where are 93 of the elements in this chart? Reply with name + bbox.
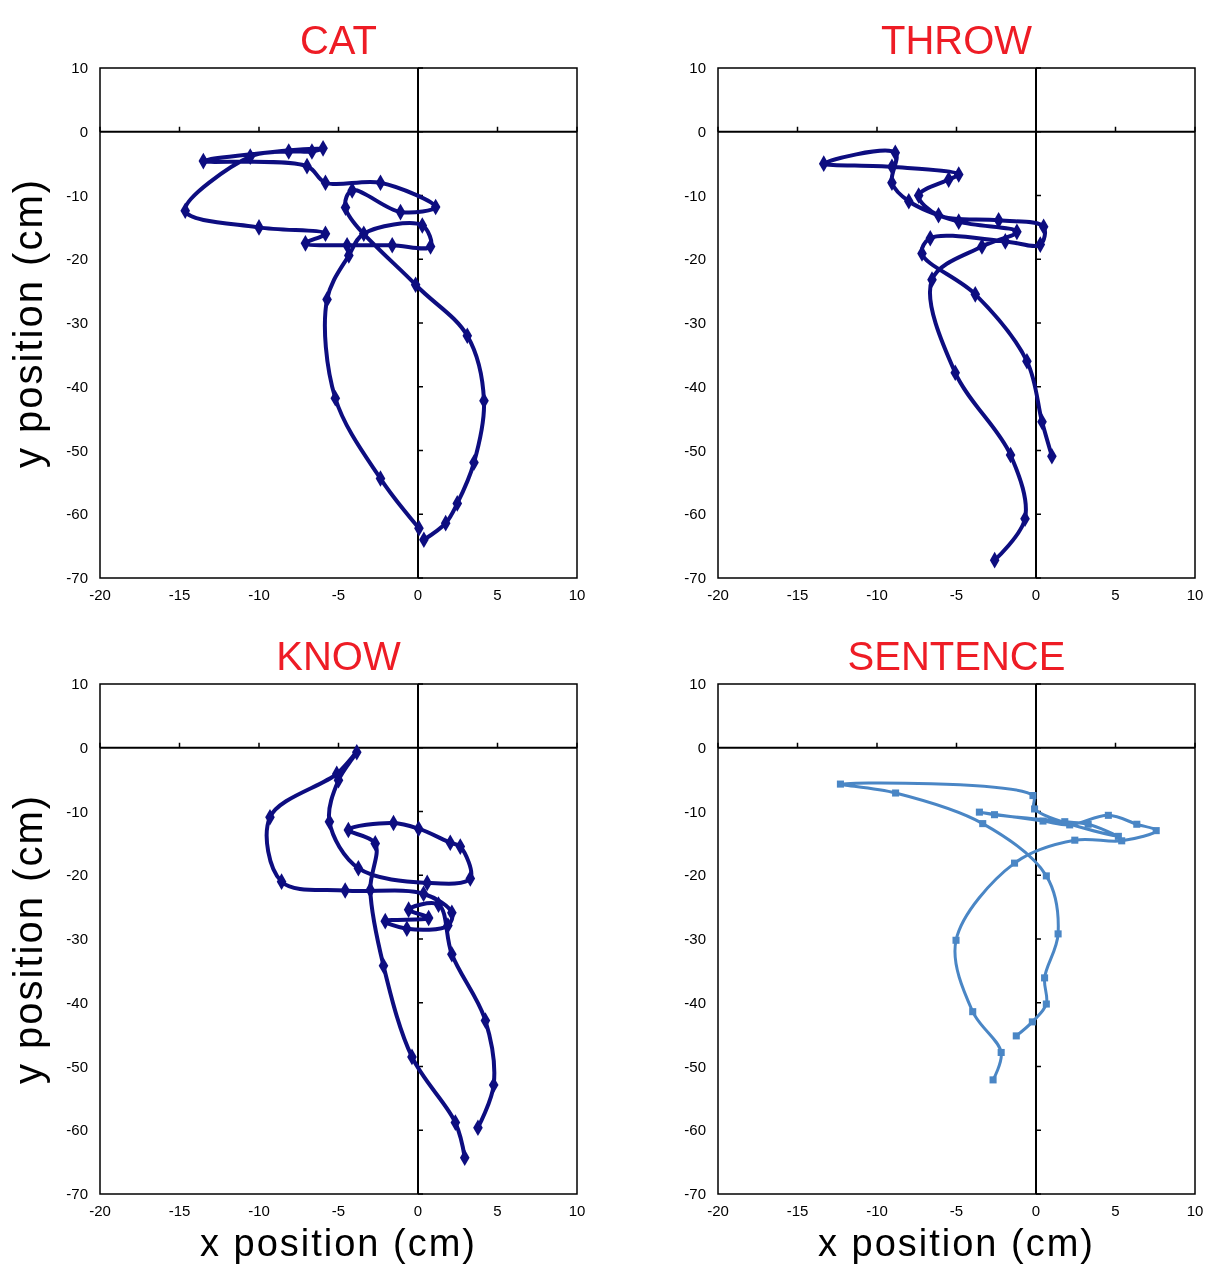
y-tick-label: -50 xyxy=(66,1057,88,1075)
point xyxy=(1039,817,1047,825)
x-tick-label: 10 xyxy=(568,1202,586,1219)
point xyxy=(990,811,999,819)
y-tick-label: -30 xyxy=(66,930,88,947)
y-tick-label: -40 xyxy=(66,377,88,395)
x-tick-label: 5 xyxy=(493,586,502,603)
point xyxy=(1042,872,1050,880)
x-axis-title: x position (cm) xyxy=(817,1222,1096,1264)
y-tick-label: -10 xyxy=(684,186,706,204)
x-tick-label: 0 xyxy=(413,586,423,603)
point xyxy=(1133,820,1141,828)
y-tick-label: -30 xyxy=(66,314,88,331)
x-axis-title: x position (cm) xyxy=(199,1222,478,1264)
y-tick-label: -40 xyxy=(66,993,88,1011)
y-tick-label: -20 xyxy=(684,250,706,268)
x-tick-label: 0 xyxy=(413,1202,423,1219)
y-tick-label: -40 xyxy=(684,377,706,395)
y-tick-label: -40 xyxy=(684,993,706,1011)
point xyxy=(1028,1018,1036,1026)
point xyxy=(1104,811,1112,819)
y-tick-label: -70 xyxy=(66,1185,88,1202)
y-tick-label: -70 xyxy=(66,569,88,586)
x-tick-label: 10 xyxy=(568,586,586,603)
y-tick-label: -30 xyxy=(684,314,706,331)
x-tick-label: -10 xyxy=(248,586,270,603)
x-tick-label: -15 xyxy=(168,586,191,603)
x-tick-label: -15 xyxy=(168,1202,191,1219)
point xyxy=(1011,859,1019,867)
point xyxy=(989,1076,997,1084)
y-tick-label: -70 xyxy=(684,569,706,586)
x-tick-label: 5 xyxy=(493,1202,502,1219)
point xyxy=(1114,832,1122,840)
point xyxy=(997,1048,1005,1057)
point xyxy=(979,820,987,828)
y-tick-label: 10 xyxy=(71,675,88,692)
y-axis-title: y position (cm) xyxy=(6,793,50,1085)
y-tick-label: 0 xyxy=(79,122,88,140)
x-tick-label: -10 xyxy=(248,1202,270,1219)
point xyxy=(1042,1000,1050,1008)
x-tick-label: 0 xyxy=(1031,586,1041,603)
point xyxy=(969,1008,977,1016)
y-tick-label: -70 xyxy=(684,1185,706,1202)
y-tick-label: -60 xyxy=(684,505,706,523)
point xyxy=(1041,974,1049,982)
x-tick-label: -5 xyxy=(331,1202,346,1219)
point xyxy=(892,789,900,797)
point xyxy=(975,808,983,816)
x-tick-label: 0 xyxy=(1031,1202,1041,1219)
y-tick-label: 0 xyxy=(697,738,706,756)
x-tick-label: -10 xyxy=(866,586,888,603)
chart-title: KNOW xyxy=(276,634,401,678)
point xyxy=(1029,792,1037,800)
y-tick-label: -60 xyxy=(66,505,88,523)
x-tick-label: -5 xyxy=(949,586,964,603)
point xyxy=(1054,930,1062,938)
point xyxy=(1152,827,1160,835)
x-tick-label: 5 xyxy=(1111,586,1120,603)
y-tick-label: -20 xyxy=(684,866,706,884)
point xyxy=(1084,820,1092,828)
y-tick-label: -20 xyxy=(66,250,88,268)
point xyxy=(836,780,844,788)
x-tick-label: -15 xyxy=(786,1202,809,1219)
y-tick-label: -50 xyxy=(66,441,88,459)
x-tick-label: -5 xyxy=(949,1202,964,1219)
y-tick-label: 0 xyxy=(79,738,88,756)
y-tick-label: -50 xyxy=(684,1057,706,1075)
y-tick-label: -10 xyxy=(684,802,706,820)
y-tick-label: -60 xyxy=(66,1121,88,1139)
y-axis-title: y position (cm) xyxy=(6,177,50,469)
point xyxy=(1071,836,1079,844)
y-tick-label: -10 xyxy=(66,186,88,204)
y-tick-label: -60 xyxy=(684,1121,706,1139)
chart-title: THROW xyxy=(880,18,1033,62)
x-tick-label: -15 xyxy=(786,586,809,603)
x-tick-label: 5 xyxy=(1111,1202,1120,1219)
y-tick-label: 10 xyxy=(71,59,88,76)
y-tick-label: 0 xyxy=(697,122,706,140)
x-tick-label: -10 xyxy=(866,1202,888,1219)
chart-title: SENTENCE xyxy=(847,634,1066,678)
y-tick-label: 10 xyxy=(689,59,706,76)
x-tick-label: 10 xyxy=(1186,586,1204,603)
chart-title: CAT xyxy=(299,18,378,62)
y-tick-label: -10 xyxy=(66,802,88,820)
y-tick-label: -50 xyxy=(684,441,706,459)
point xyxy=(1012,1032,1020,1040)
point xyxy=(1031,805,1039,813)
y-tick-label: 10 xyxy=(689,675,706,692)
y-tick-label: -30 xyxy=(684,930,706,947)
x-tick-label: -5 xyxy=(331,586,346,603)
y-tick-label: -20 xyxy=(66,866,88,884)
x-tick-label: 10 xyxy=(1186,1202,1204,1219)
point xyxy=(952,936,960,944)
